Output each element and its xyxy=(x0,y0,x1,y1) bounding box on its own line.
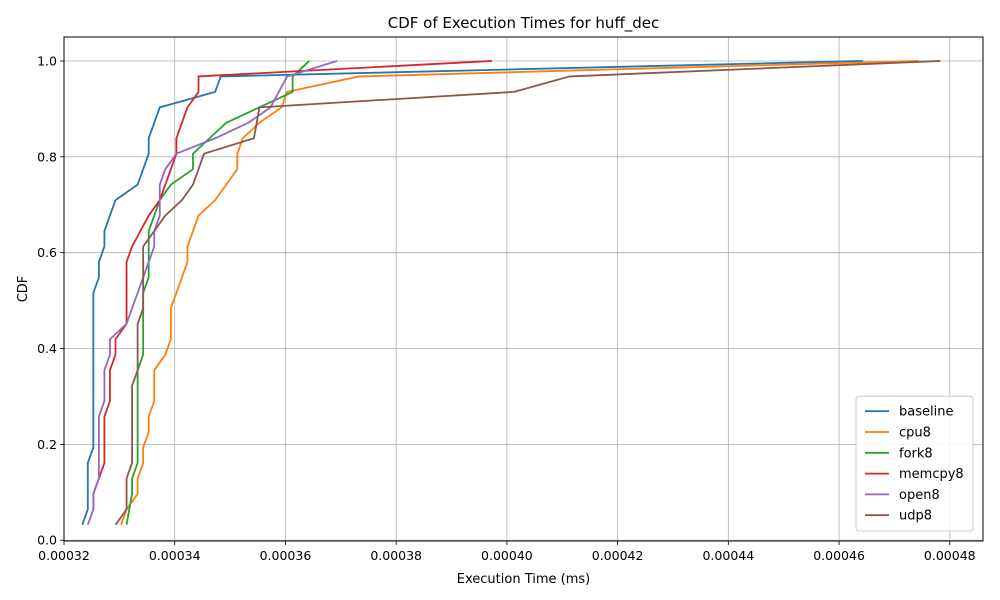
series-line-cpu8 xyxy=(120,60,919,526)
x-axis-label: Execution Time (ms) xyxy=(457,572,590,587)
x-tick-label: 0.00042 xyxy=(592,548,644,563)
x-axis-ticks: 0.00032 0.00034 0.00036 0.00038 0.00040 0.000… xyxy=(38,541,976,563)
x-tick-label: 0.00036 xyxy=(260,548,312,563)
legend-label-memcpy8: memcpy8 xyxy=(899,467,964,482)
series-line-memcpy8 xyxy=(92,60,492,510)
legend: baseline cpu8 fork8 memcpy8 open8 udp8 xyxy=(855,395,974,532)
y-tick-label: 0.2 xyxy=(37,437,57,452)
series-line-udp8 xyxy=(114,60,941,526)
x-tick-label: 0.00046 xyxy=(813,548,865,563)
series-line-baseline xyxy=(81,60,863,526)
y-tick-label: 0.8 xyxy=(37,149,57,164)
legend-label-cpu8: cpu8 xyxy=(899,426,931,441)
chart-title: CDF of Execution Times for huff_dec xyxy=(388,14,660,33)
plot-frame xyxy=(63,36,984,542)
x-tick-label: 0.00032 xyxy=(38,548,90,563)
y-axis-label: CDF xyxy=(16,276,31,303)
series-line-fork8 xyxy=(125,60,310,525)
x-tick-label: 0.00034 xyxy=(149,548,201,563)
x-tick-label: 0.00038 xyxy=(370,548,422,563)
legend-label-udp8: udp8 xyxy=(899,509,932,524)
x-tick-label: 0.00048 xyxy=(924,548,976,563)
grid-lines xyxy=(63,37,983,541)
y-tick-label: 0.0 xyxy=(37,533,57,548)
y-tick-label: 1.0 xyxy=(37,53,57,68)
y-tick-label: 0.4 xyxy=(37,341,57,356)
series-line-open8 xyxy=(86,60,338,526)
series-layer xyxy=(81,60,941,526)
legend-box xyxy=(855,395,974,532)
x-tick-label: 0.00044 xyxy=(702,548,754,563)
legend-label-open8: open8 xyxy=(899,488,940,503)
legend-label-baseline: baseline xyxy=(899,405,953,420)
x-tick-label: 0.00040 xyxy=(481,548,533,563)
y-tick-label: 0.6 xyxy=(37,245,57,260)
y-axis-ticks: 0.0 0.2 0.4 0.6 0.8 1.0 xyxy=(37,53,64,548)
legend-label-fork8: fork8 xyxy=(899,446,933,461)
